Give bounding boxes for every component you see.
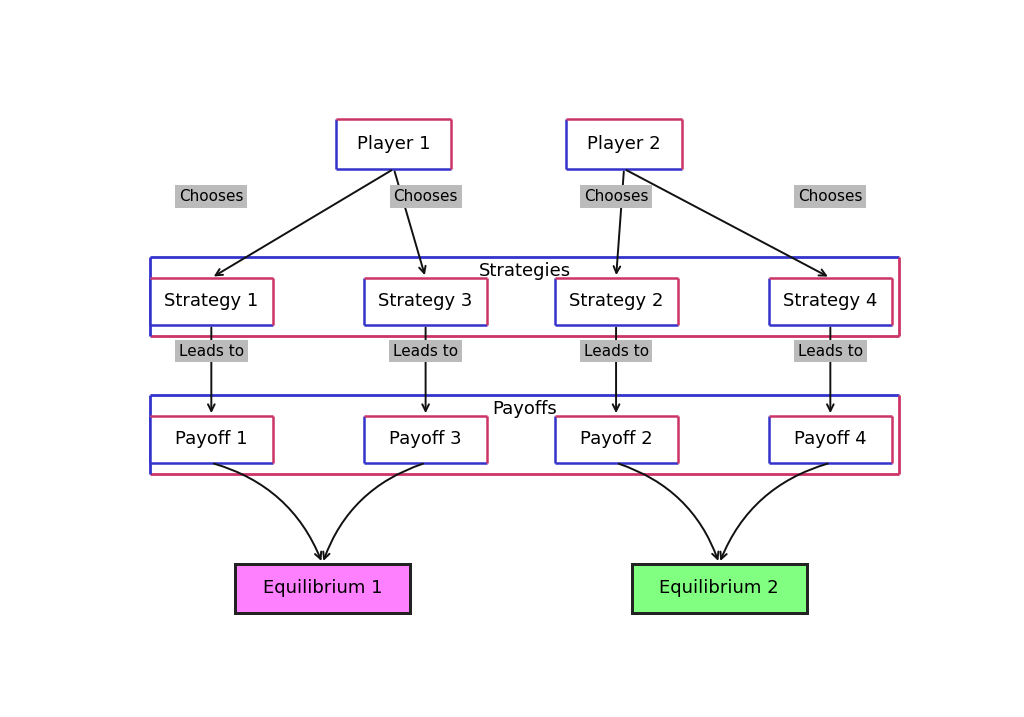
Text: Strategy 1: Strategy 1 bbox=[164, 293, 258, 310]
Bar bbox=[555, 416, 678, 463]
Text: Payoff 1: Payoff 1 bbox=[175, 430, 248, 448]
Text: Chooses: Chooses bbox=[584, 189, 648, 204]
Text: Leads to: Leads to bbox=[393, 343, 458, 358]
Bar bbox=[236, 564, 410, 613]
Text: Strategies: Strategies bbox=[479, 262, 570, 280]
Text: Leads to: Leads to bbox=[179, 343, 244, 358]
Bar bbox=[566, 119, 682, 169]
Text: Chooses: Chooses bbox=[798, 189, 862, 204]
Text: Payoffs: Payoffs bbox=[493, 399, 557, 417]
Text: Chooses: Chooses bbox=[179, 189, 244, 204]
Text: Strategy 4: Strategy 4 bbox=[783, 293, 878, 310]
Bar bbox=[555, 278, 678, 325]
Bar bbox=[769, 278, 892, 325]
Bar bbox=[769, 416, 892, 463]
Text: Leads to: Leads to bbox=[798, 343, 863, 358]
Text: Payoff 3: Payoff 3 bbox=[389, 430, 462, 448]
Text: Strategy 2: Strategy 2 bbox=[569, 293, 664, 310]
Bar bbox=[150, 278, 272, 325]
Text: Leads to: Leads to bbox=[584, 343, 648, 358]
Text: Player 2: Player 2 bbox=[587, 135, 660, 153]
Bar bbox=[632, 564, 807, 613]
Bar bbox=[365, 278, 487, 325]
Text: Equilibrium 1: Equilibrium 1 bbox=[263, 579, 382, 597]
Bar bbox=[150, 416, 272, 463]
Text: Strategy 3: Strategy 3 bbox=[379, 293, 473, 310]
Text: Payoff 4: Payoff 4 bbox=[794, 430, 866, 448]
Bar bbox=[632, 564, 807, 613]
Bar bbox=[365, 416, 487, 463]
Text: Chooses: Chooses bbox=[393, 189, 458, 204]
Bar bbox=[336, 119, 452, 169]
Text: Payoff 2: Payoff 2 bbox=[580, 430, 652, 448]
Text: Player 1: Player 1 bbox=[357, 135, 431, 153]
Bar bbox=[236, 564, 410, 613]
Text: Equilibrium 2: Equilibrium 2 bbox=[659, 579, 779, 597]
